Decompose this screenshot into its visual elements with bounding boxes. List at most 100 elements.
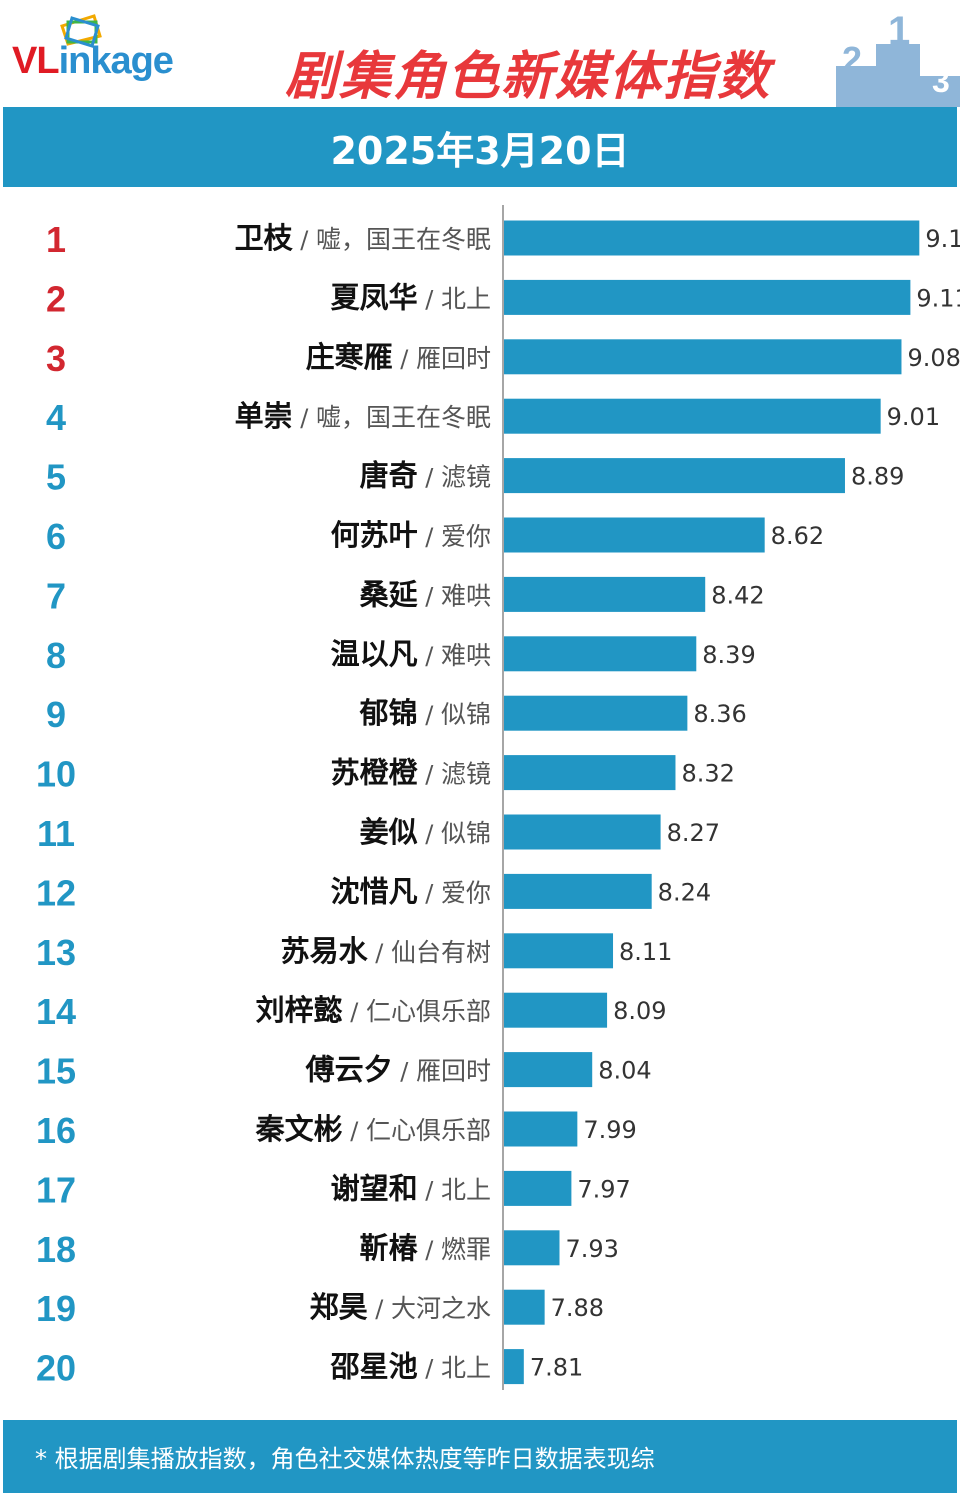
rank-number: 3 (46, 338, 66, 379)
value-label: 8.04 (598, 1057, 651, 1085)
rank-number: 1 (46, 219, 66, 260)
row-label: 苏橙橙 / 滤镜 (331, 756, 491, 790)
rank-number: 12 (36, 872, 76, 913)
rank-number: 19 (36, 1288, 76, 1329)
row-label: 单崇 / 嘘，国王在冬眠 (235, 399, 491, 433)
label-separator: / (393, 345, 416, 373)
show-name: 北上 (441, 1354, 491, 1383)
value-label: 7.93 (566, 1235, 619, 1263)
rank-number: 10 (36, 754, 76, 795)
rank-number: 2 (46, 278, 66, 319)
rank-number: 5 (46, 457, 66, 498)
bar (504, 576, 706, 612)
value-label: 9.01 (887, 403, 940, 431)
character-name: 夏凤华 (331, 280, 418, 314)
rank-number: 11 (37, 813, 75, 854)
character-name: 桑延 (360, 577, 419, 611)
label-separator: / (418, 701, 441, 729)
podium-digit-1: 1 (888, 14, 910, 53)
row-label: 卫枝 / 嘘，国王在冬眠 (235, 221, 491, 255)
footer: * 根据剧集播放指数，角色社交媒体热度等昨日数据表现综 (3, 1420, 957, 1493)
label-separator: / (368, 939, 391, 967)
label-separator: / (343, 1117, 366, 1145)
show-name: 滤镜 (441, 760, 491, 789)
row-label: 夏凤华 / 北上 (331, 280, 491, 314)
row-label: 郑昊 / 大河之水 (310, 1290, 491, 1324)
bar (504, 458, 845, 494)
label-separator: / (368, 1295, 391, 1323)
bar (504, 873, 652, 909)
bar (504, 755, 676, 791)
row-label: 刘梓懿 / 仁心俱乐部 (256, 993, 491, 1027)
page-title: 剧集角色新媒体指数 (285, 47, 772, 107)
footer-note: * 根据剧集播放指数，角色社交媒体热度等昨日数据表现综 (35, 1445, 655, 1473)
rank-number: 13 (36, 932, 76, 973)
show-name: 爱你 (441, 878, 491, 907)
show-name: 难哄 (441, 641, 491, 670)
character-name: 温以凡 (331, 637, 418, 671)
label-separator: / (418, 523, 441, 551)
show-name: 燃罪 (441, 1235, 491, 1264)
label-separator: / (418, 1355, 441, 1383)
bar (504, 636, 697, 672)
bar (504, 1111, 578, 1147)
character-name: 傅云夕 (305, 1053, 393, 1087)
show-name: 嘘，国王在冬眠 (316, 403, 491, 432)
header: VLinkage 剧集角色新媒体指数 2 1 3 (0, 0, 960, 107)
character-name: 秦文彬 (255, 1112, 343, 1146)
character-name: 刘梓懿 (256, 993, 343, 1027)
label-separator: / (418, 1176, 441, 1204)
logo-text-part-1: VL (12, 40, 60, 82)
character-name: 庄寒雁 (306, 340, 393, 374)
value-label: 9.11 (916, 284, 960, 312)
label-separator: / (393, 1058, 416, 1086)
rank-number: 14 (36, 991, 76, 1032)
rank-number: 4 (46, 397, 66, 438)
label-separator: / (418, 464, 441, 492)
show-name: 雁回时 (416, 1057, 491, 1086)
show-name: 难哄 (441, 581, 491, 610)
row-label: 邵星池 / 北上 (330, 1350, 491, 1384)
value-label: 7.81 (530, 1354, 583, 1382)
bar (504, 1052, 593, 1088)
row-label: 苏易水 / 仙台有树 (281, 934, 491, 968)
bar (504, 517, 765, 553)
label-separator: / (418, 879, 441, 907)
value-label: 8.27 (667, 819, 720, 847)
character-name: 郁锦 (359, 696, 418, 730)
show-name: 嘘，国王在冬眠 (316, 225, 491, 254)
character-name: 谢望和 (331, 1171, 418, 1205)
character-name: 郑昊 (310, 1290, 368, 1324)
label-separator: / (418, 285, 441, 313)
show-name: 爱你 (441, 522, 491, 551)
value-label: 8.36 (693, 700, 746, 728)
row-label: 姜似 / 似锦 (360, 815, 491, 849)
show-name: 雁回时 (416, 344, 491, 373)
character-name: 苏易水 (281, 934, 369, 968)
show-name: 北上 (441, 1175, 491, 1204)
label-separator: / (418, 642, 441, 670)
rank-number: 20 (36, 1348, 76, 1389)
logo-mark-icon (60, 14, 102, 48)
label-separator: / (293, 226, 316, 254)
value-label: 7.97 (577, 1175, 630, 1203)
rank-number: 15 (36, 1051, 76, 1092)
value-label: 8.11 (619, 938, 672, 966)
row-label: 温以凡 / 难哄 (331, 637, 491, 671)
rank-number: 6 (46, 516, 66, 557)
show-name: 滤镜 (441, 463, 491, 492)
bar (504, 992, 608, 1028)
row-label: 何苏叶 / 爱你 (331, 518, 491, 552)
row-label: 庄寒雁 / 雁回时 (306, 340, 491, 374)
character-name: 卫枝 (235, 221, 294, 255)
bar (504, 339, 902, 375)
show-name: 大河之水 (391, 1294, 491, 1323)
row-label: 傅云夕 / 雁回时 (305, 1053, 491, 1087)
show-name: 仁心俱乐部 (366, 997, 491, 1026)
label-separator: / (418, 761, 441, 789)
character-name: 邵星池 (330, 1350, 418, 1384)
value-label: 9.14 (925, 225, 960, 253)
show-name: 北上 (441, 284, 491, 313)
rank-number: 7 (46, 575, 66, 616)
bar (504, 398, 881, 434)
